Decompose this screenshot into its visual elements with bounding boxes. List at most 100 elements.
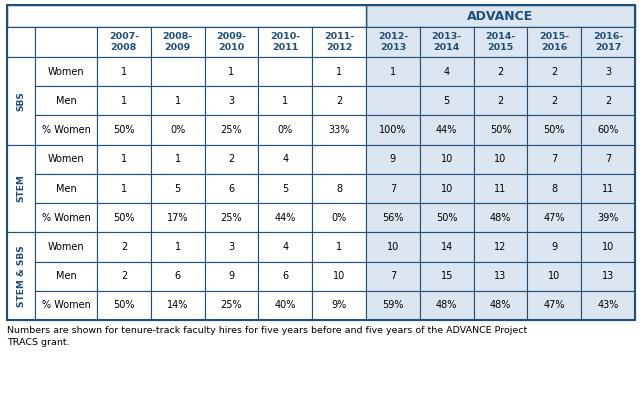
Bar — [97, 57, 151, 86]
Text: 50%: 50% — [490, 125, 511, 135]
Text: 12: 12 — [494, 242, 507, 252]
Text: 14%: 14% — [167, 301, 188, 310]
Bar — [97, 27, 151, 57]
Bar — [258, 291, 312, 320]
Bar — [35, 291, 97, 320]
Bar — [97, 232, 151, 262]
Text: 2008-
2009: 2008- 2009 — [163, 32, 193, 52]
Text: 8: 8 — [551, 183, 557, 193]
Bar — [312, 86, 366, 116]
Text: 1: 1 — [390, 67, 396, 77]
Text: STEM & SBS: STEM & SBS — [17, 245, 26, 307]
Text: 3: 3 — [605, 67, 611, 77]
Bar — [581, 262, 635, 291]
Bar — [258, 262, 312, 291]
Text: Women: Women — [48, 154, 84, 164]
Text: 1: 1 — [175, 242, 181, 252]
Bar — [420, 57, 474, 86]
Bar — [527, 145, 581, 174]
Text: 50%: 50% — [113, 125, 134, 135]
Text: 50%: 50% — [543, 125, 565, 135]
Bar — [312, 262, 366, 291]
Text: 1: 1 — [121, 183, 127, 193]
Bar — [258, 27, 312, 57]
Text: 2012-
2013: 2012- 2013 — [378, 32, 408, 52]
Bar — [312, 145, 366, 174]
Bar — [581, 174, 635, 203]
Bar — [312, 27, 366, 57]
Text: Numbers are shown for tenure-track faculty hires for five years before and five : Numbers are shown for tenure-track facul… — [7, 326, 527, 347]
Text: 9: 9 — [551, 242, 557, 252]
Text: 7: 7 — [390, 271, 396, 281]
Text: 2: 2 — [551, 67, 557, 77]
Bar — [258, 174, 312, 203]
Text: 8: 8 — [336, 183, 342, 193]
Bar — [581, 116, 635, 145]
Bar — [35, 145, 97, 174]
Bar — [366, 5, 635, 27]
Bar — [527, 262, 581, 291]
Bar — [474, 203, 527, 232]
Bar — [581, 203, 635, 232]
Bar — [35, 203, 97, 232]
Text: 44%: 44% — [436, 125, 457, 135]
Text: 44%: 44% — [275, 213, 296, 223]
Bar — [204, 232, 258, 262]
Bar — [312, 232, 366, 262]
Text: STEM: STEM — [17, 175, 26, 202]
Bar — [527, 232, 581, 262]
Bar — [420, 232, 474, 262]
Text: SBS: SBS — [17, 91, 26, 111]
Bar — [204, 86, 258, 116]
Bar — [258, 232, 312, 262]
Text: 1: 1 — [175, 154, 181, 164]
Bar — [35, 232, 97, 262]
Bar — [366, 291, 420, 320]
Bar — [35, 174, 97, 203]
Text: 3: 3 — [228, 96, 235, 106]
Bar — [312, 57, 366, 86]
Bar — [312, 174, 366, 203]
Bar — [581, 27, 635, 57]
Text: 60%: 60% — [597, 125, 619, 135]
Text: 1: 1 — [121, 67, 127, 77]
Text: 0%: 0% — [170, 125, 185, 135]
Text: 9: 9 — [390, 154, 396, 164]
Text: 39%: 39% — [597, 213, 619, 223]
Text: 6: 6 — [282, 271, 288, 281]
Bar — [474, 116, 527, 145]
Text: 10: 10 — [548, 271, 561, 281]
Bar — [366, 27, 420, 57]
Text: 6: 6 — [228, 183, 235, 193]
Text: 2: 2 — [121, 271, 127, 281]
Text: 3: 3 — [228, 242, 235, 252]
Text: 59%: 59% — [382, 301, 404, 310]
Text: 100%: 100% — [379, 125, 406, 135]
Bar — [204, 27, 258, 57]
Bar — [35, 86, 97, 116]
Bar — [35, 116, 97, 145]
Text: 2: 2 — [228, 154, 235, 164]
Text: 2011-
2012: 2011- 2012 — [324, 32, 354, 52]
Text: 7: 7 — [551, 154, 557, 164]
Bar — [420, 86, 474, 116]
Bar — [527, 86, 581, 116]
Bar — [474, 291, 527, 320]
Text: 2014-
2015: 2014- 2015 — [485, 32, 516, 52]
Text: 50%: 50% — [113, 213, 134, 223]
Text: 2: 2 — [551, 96, 557, 106]
Text: 2: 2 — [121, 242, 127, 252]
Text: 33%: 33% — [329, 125, 350, 135]
Text: 2016-
2017: 2016- 2017 — [593, 32, 623, 52]
Bar — [204, 291, 258, 320]
Text: 47%: 47% — [543, 213, 565, 223]
Bar — [258, 203, 312, 232]
Bar — [35, 27, 97, 57]
Text: 48%: 48% — [436, 301, 457, 310]
Text: 4: 4 — [444, 67, 449, 77]
Bar — [258, 57, 312, 86]
Bar — [204, 174, 258, 203]
Text: 4: 4 — [282, 154, 288, 164]
Bar — [204, 57, 258, 86]
Bar — [312, 203, 366, 232]
